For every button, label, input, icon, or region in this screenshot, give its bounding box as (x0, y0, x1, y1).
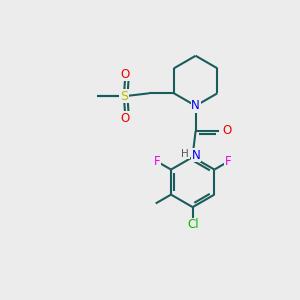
Text: Cl: Cl (187, 218, 199, 231)
Text: F: F (225, 155, 232, 168)
Text: F: F (154, 155, 160, 168)
Text: N: N (191, 99, 200, 112)
Text: H: H (182, 148, 189, 158)
Text: N: N (192, 148, 201, 161)
Text: O: O (121, 68, 130, 81)
Text: S: S (120, 90, 128, 103)
Text: O: O (222, 124, 231, 137)
Text: O: O (121, 112, 130, 125)
